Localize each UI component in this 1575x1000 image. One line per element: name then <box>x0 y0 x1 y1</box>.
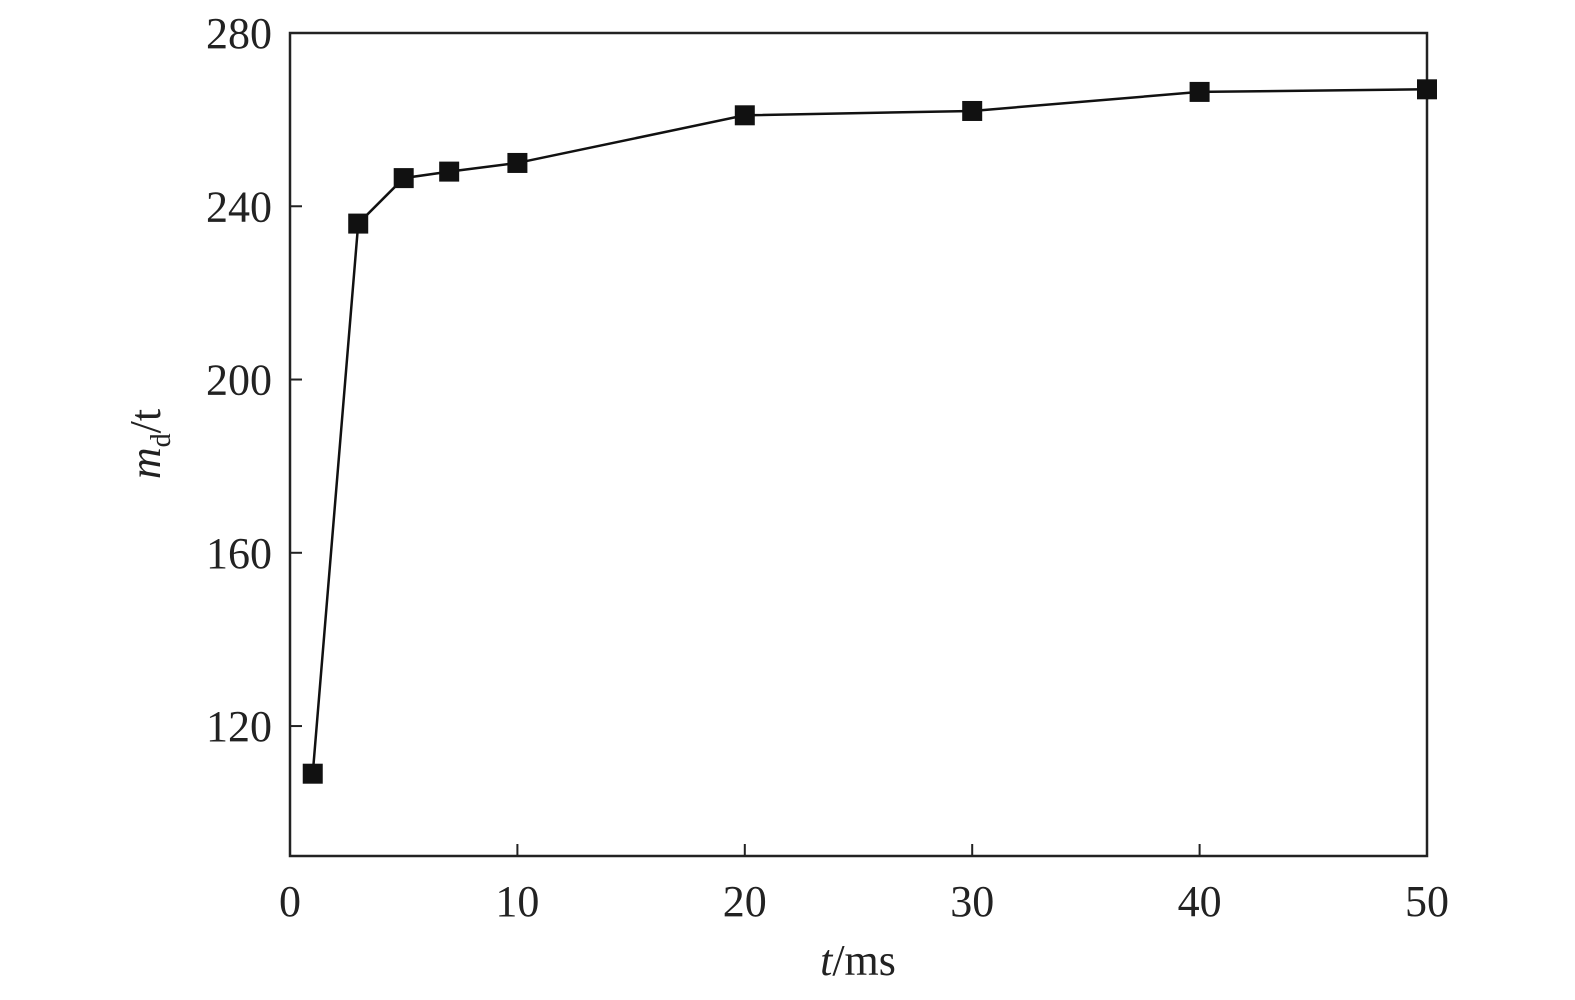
marker <box>439 161 460 182</box>
y-tick-label: 280 <box>206 9 272 58</box>
marker <box>393 168 414 189</box>
x-tick-label: 20 <box>723 877 767 926</box>
x-tick-label: 10 <box>495 877 539 926</box>
x-tick-label: 40 <box>1178 877 1222 926</box>
marker <box>507 152 528 173</box>
y-label-sub: d <box>146 433 177 447</box>
y-label-var: m <box>121 447 170 479</box>
marker <box>348 213 369 234</box>
x-axis-label: t/ms <box>820 936 896 985</box>
plot-frame <box>288 31 1429 858</box>
y-tick-label: 240 <box>206 182 272 231</box>
marker <box>1189 81 1210 102</box>
marker <box>962 100 983 121</box>
x-tick-label: 30 <box>950 877 994 926</box>
y-tick-label: 200 <box>206 356 272 405</box>
x-label-unit: /ms <box>832 936 896 985</box>
y-axis-label: md/t <box>121 409 177 479</box>
x-tick-label: 0 <box>279 877 301 926</box>
x-label-var: t <box>820 936 834 985</box>
y-tick-label: 120 <box>206 702 272 751</box>
marker <box>1417 79 1437 100</box>
marker <box>734 105 755 126</box>
y-tick-label: 160 <box>206 529 272 578</box>
y-label-unit: /t <box>121 409 170 433</box>
x-tick-label: 50 <box>1405 877 1449 926</box>
marker <box>302 763 323 784</box>
data-line <box>311 88 1428 774</box>
